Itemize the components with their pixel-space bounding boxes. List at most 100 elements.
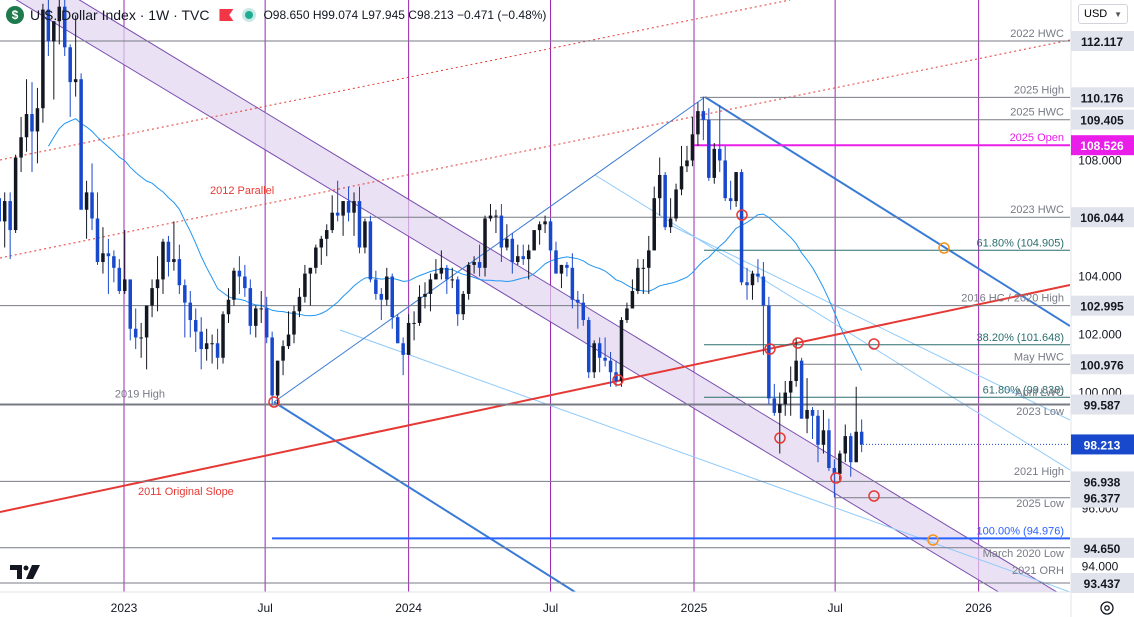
low-value: 97.945 [368, 8, 405, 22]
pivot-marker-icon [268, 396, 280, 408]
candle-body [35, 108, 40, 132]
channel-upper-line [15, 0, 1000, 592]
price-level-text: 2025 Open [1010, 132, 1064, 144]
candle-body [832, 468, 837, 474]
candle-body [619, 320, 624, 381]
candle-body [101, 253, 105, 263]
candle-body [526, 250, 531, 260]
pivot-marker-icon [736, 209, 748, 221]
price-level-label: 94.650 [1084, 542, 1121, 556]
price-level-tag [1071, 573, 1134, 593]
candle-body [19, 137, 23, 158]
candle-body [62, 6, 67, 48]
price-level-label: 110.176 [1081, 91, 1124, 105]
candle-body [259, 308, 263, 310]
candle-body [434, 273, 438, 280]
candle-body [630, 291, 635, 309]
currency-label: USD [1084, 8, 1108, 20]
candle-body [112, 256, 116, 268]
price-level-tag [1071, 537, 1134, 558]
candle-body [466, 264, 471, 294]
candle-body [652, 198, 656, 251]
chart-header: $ U.S. Dollar Index · 1W · TVC O98.650 H… [6, 4, 546, 26]
candle-body [728, 198, 733, 202]
candle-body [592, 343, 596, 373]
candle-body [450, 279, 455, 281]
trendline-2025 [704, 96, 1070, 327]
candle-body [761, 276, 766, 306]
gear-icon[interactable] [1099, 600, 1115, 616]
candle-body [292, 311, 296, 335]
candle-body [838, 453, 842, 474]
symbol-title[interactable]: U.S. Dollar Index · 1W · TVC [30, 7, 210, 23]
candle-body [461, 293, 465, 315]
candle-body [625, 308, 629, 321]
candle-body [581, 302, 586, 321]
candle-body [554, 250, 558, 274]
moving-average-line [47, 118, 863, 371]
price-level-text: 2025 HWC [1010, 107, 1064, 119]
price-level-tag [1071, 207, 1134, 228]
candle-body [674, 189, 678, 219]
currency-select[interactable]: USD ▼ [1078, 4, 1128, 24]
candle-body [712, 148, 717, 178]
candle-body [734, 172, 738, 202]
x-tick-label: 2024 [395, 601, 422, 615]
tradingview-logo-icon [10, 565, 40, 579]
candle-body [275, 360, 280, 396]
candle-body [516, 256, 520, 263]
candle-body [788, 380, 793, 393]
candle-body [510, 238, 515, 263]
candle-body [95, 218, 100, 263]
candle-body [395, 317, 400, 344]
current-price-tag [1071, 434, 1134, 455]
channel-lower-line [78, 0, 1058, 592]
y-tick-label: 94.000 [1082, 560, 1119, 574]
candle-body [41, 9, 45, 109]
candle-body [0, 198, 1, 222]
price-level-text: 2021 ORH [1012, 565, 1064, 577]
candle-body [166, 241, 171, 263]
candle-body [13, 157, 18, 231]
candle-body [548, 221, 553, 251]
price-level-text: 2021 High [1014, 466, 1064, 478]
candle-body [221, 314, 225, 358]
parallel-2012-line [0, 39, 1070, 259]
candle-body [532, 230, 536, 251]
candle-body [739, 172, 744, 283]
low-label: L [361, 8, 369, 22]
current-price-label: 98.213 [1084, 438, 1121, 452]
candle-body [805, 409, 809, 419]
price-level-tag [1071, 109, 1134, 130]
price-level-tag [1071, 135, 1134, 156]
candle-body [843, 436, 848, 454]
candle-body [663, 174, 667, 228]
candle-body [199, 331, 203, 350]
candle-body [417, 296, 422, 323]
market-status-icon [245, 11, 254, 19]
candle-body [161, 241, 165, 280]
slope-2011-line [0, 284, 1070, 513]
candle-body [177, 259, 182, 286]
candle-body [848, 436, 853, 463]
y-tick-label: 102.000 [1078, 328, 1122, 342]
candle-body [794, 360, 798, 381]
candle-body [641, 267, 646, 269]
candle-body [401, 343, 405, 355]
flag-icon[interactable] [219, 9, 234, 21]
chevron-down-icon: ▼ [1114, 9, 1122, 19]
candle-body [215, 343, 220, 358]
candle-body [286, 334, 291, 347]
candle-body [570, 267, 575, 300]
pivot-marker-icon [927, 534, 939, 546]
pivot-marker-icon [868, 490, 880, 502]
price-level-text: 2025 High [1014, 84, 1064, 96]
price-level-label: 106.044 [1080, 211, 1124, 225]
candle-body [363, 221, 367, 248]
x-tick-label: Jul [827, 601, 842, 615]
pivot-marker-icon [938, 242, 950, 254]
price-level-text: 2019 High [115, 389, 165, 401]
candle-body [488, 215, 493, 219]
